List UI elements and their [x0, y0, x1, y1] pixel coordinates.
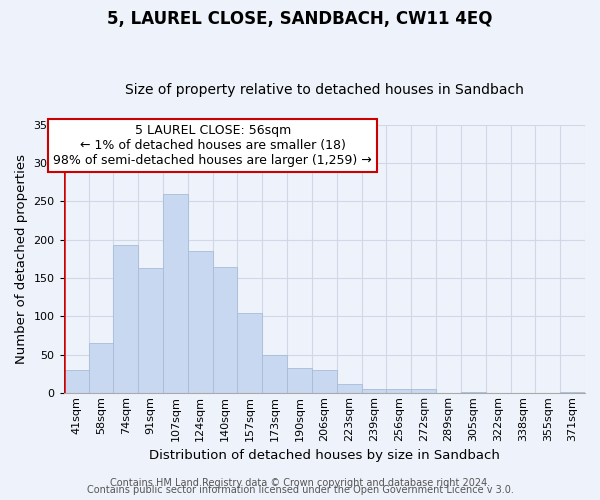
Bar — [560, 392, 585, 394]
Bar — [138, 268, 163, 394]
Bar — [64, 370, 89, 394]
Y-axis label: Number of detached properties: Number of detached properties — [15, 154, 28, 364]
X-axis label: Distribution of detached houses by size in Sandbach: Distribution of detached houses by size … — [149, 450, 500, 462]
Text: Contains public sector information licensed under the Open Government Licence v : Contains public sector information licen… — [86, 485, 514, 495]
Text: Contains HM Land Registry data © Crown copyright and database right 2024.: Contains HM Land Registry data © Crown c… — [110, 478, 490, 488]
Bar — [89, 344, 113, 394]
Bar — [212, 266, 238, 394]
Bar — [262, 355, 287, 394]
Bar — [238, 314, 262, 394]
Bar — [163, 194, 188, 394]
Text: 5, LAUREL CLOSE, SANDBACH, CW11 4EQ: 5, LAUREL CLOSE, SANDBACH, CW11 4EQ — [107, 10, 493, 28]
Bar — [411, 390, 436, 394]
Text: 5 LAUREL CLOSE: 56sqm
← 1% of detached houses are smaller (18)
98% of semi-detac: 5 LAUREL CLOSE: 56sqm ← 1% of detached h… — [53, 124, 372, 167]
Bar — [362, 390, 386, 394]
Bar — [337, 384, 362, 394]
Bar — [287, 368, 312, 394]
Bar — [461, 392, 486, 394]
Bar — [113, 245, 138, 394]
Bar — [188, 251, 212, 394]
Bar — [386, 390, 411, 394]
Title: Size of property relative to detached houses in Sandbach: Size of property relative to detached ho… — [125, 83, 524, 97]
Bar — [312, 370, 337, 394]
